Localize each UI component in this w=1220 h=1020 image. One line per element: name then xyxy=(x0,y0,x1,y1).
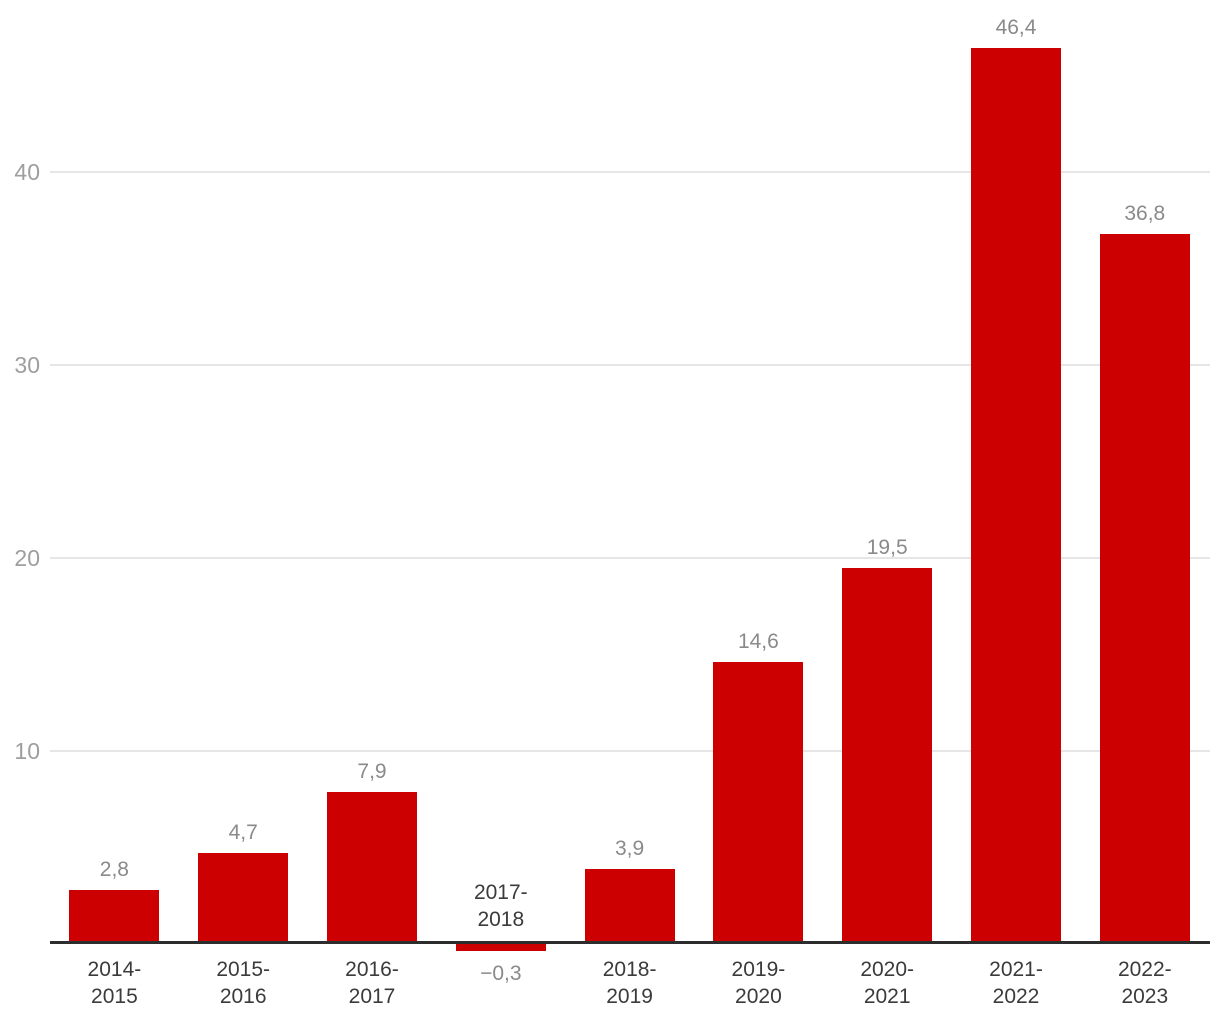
category-label-line: 2017 xyxy=(348,985,396,1008)
x-axis-line xyxy=(50,941,1210,944)
category-label-line: 2018 xyxy=(477,908,525,931)
category-label: 2014- 2015 xyxy=(44,956,184,1010)
category-label-line: 2023 xyxy=(1121,985,1169,1008)
bar xyxy=(842,567,933,944)
gridline xyxy=(50,750,1210,752)
category-label: 2019- 2020 xyxy=(688,956,828,1010)
category-label-line: 2016- xyxy=(345,958,399,981)
value-label: 19,5 xyxy=(866,535,908,559)
gridline xyxy=(50,557,1210,559)
category-label-line: 2021 xyxy=(863,985,911,1008)
value-label: −0,3 xyxy=(480,961,522,985)
category-label-line: 2019- xyxy=(731,958,786,981)
category-label: 2016- 2017 xyxy=(302,956,442,1010)
bar xyxy=(1099,233,1190,944)
value-label: 3,9 xyxy=(614,836,645,860)
value-label: 14,6 xyxy=(737,630,779,654)
value-label: 2,8 xyxy=(99,857,129,881)
category-label-line: 2014- xyxy=(87,958,142,981)
bar xyxy=(69,889,160,944)
y-tick-label: 20 xyxy=(14,545,40,571)
gridline xyxy=(50,364,1210,366)
y-tick-label: 10 xyxy=(14,738,40,764)
y-tick-label: 30 xyxy=(14,352,40,378)
category-label-line: 2019 xyxy=(606,985,653,1008)
bar xyxy=(327,791,417,944)
category-label: 2018- 2019 xyxy=(560,956,700,1010)
category-label-line: 2017- xyxy=(473,881,528,904)
value-label: 4,7 xyxy=(228,821,258,845)
category-label-line: 2020- xyxy=(860,958,915,981)
category-label: 2021- 2022 xyxy=(946,956,1086,1010)
category-label: 2020- 2021 xyxy=(817,956,957,1010)
category-label-line: 2022- xyxy=(1117,958,1172,981)
bar xyxy=(455,944,546,951)
category-label-line: 2015- xyxy=(216,958,271,981)
category-label-line: 2021- xyxy=(989,958,1043,981)
category-label-line: 2016 xyxy=(219,985,267,1008)
category-label: 2017- 2018 xyxy=(431,879,571,933)
value-label: 7,9 xyxy=(357,759,387,783)
bar xyxy=(713,662,804,944)
value-label: 46,4 xyxy=(995,16,1037,40)
gridline xyxy=(50,171,1210,173)
bar xyxy=(971,48,1061,944)
category-label-line: 2015 xyxy=(91,985,138,1008)
category-label: 2015- 2016 xyxy=(173,956,313,1010)
category-label-line: 2022 xyxy=(992,985,1040,1008)
bar xyxy=(584,868,675,944)
category-label-line: 2018- xyxy=(602,958,657,981)
category-label-line: 2020 xyxy=(735,985,782,1008)
y-tick-label: 40 xyxy=(14,159,40,185)
bar xyxy=(198,853,289,944)
category-label: 2022- 2023 xyxy=(1075,956,1215,1010)
value-label: 36,8 xyxy=(1124,201,1166,225)
